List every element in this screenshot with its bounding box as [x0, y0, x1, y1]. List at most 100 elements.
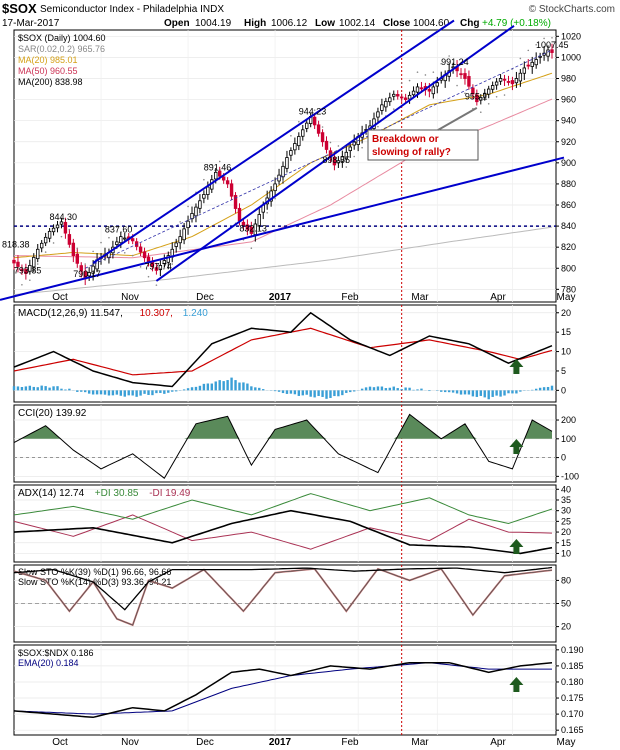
- candle-body: [158, 265, 163, 271]
- candle-body: [320, 132, 325, 143]
- macd-hist-bar: [76, 390, 79, 392]
- macd-hist-bar: [325, 390, 328, 399]
- y-tick-label: 0.190: [561, 645, 584, 655]
- y-tick-label: 10: [561, 347, 571, 357]
- candle-body: [419, 87, 424, 90]
- y-tick-label: 30: [561, 506, 571, 516]
- macd-hist-bar: [131, 390, 134, 396]
- y-tick-label: 5: [561, 366, 566, 376]
- macd-hist-bar: [230, 377, 233, 391]
- candle-body: [55, 224, 60, 229]
- macd-hist-bar: [143, 390, 146, 394]
- sar-dot: [131, 254, 134, 257]
- sar-dot: [392, 108, 395, 110]
- price-label: 793.85: [14, 266, 42, 276]
- legend-entry: +DI 30.85: [95, 488, 139, 499]
- y-tick-label: 200: [561, 415, 576, 425]
- sar-dot: [345, 166, 348, 168]
- upper-channel-line: [92, 19, 455, 264]
- macd-hist-bar: [289, 390, 293, 394]
- x-tick-label-bottom: Apr: [490, 737, 506, 748]
- sar-dot: [464, 92, 466, 95]
- macd-hist-bar: [321, 390, 324, 397]
- candle-body: [115, 241, 119, 245]
- up-arrow-icon: [509, 439, 524, 454]
- macd-hist-bar: [56, 386, 59, 391]
- sar-dot: [84, 263, 87, 265]
- macd-hist-bar: [317, 390, 320, 396]
- high-value: 1006.12: [271, 18, 308, 29]
- y-tick-label: 0: [561, 385, 566, 395]
- sar-dot: [519, 57, 522, 60]
- lower-channel-line: [155, 24, 515, 282]
- y-tick-label: 20: [561, 622, 571, 632]
- provider-logo: © StockCharts.com: [529, 4, 615, 15]
- sar-dot: [503, 94, 506, 96]
- sar-dot: [361, 146, 363, 149]
- macd-hist-bar: [467, 390, 471, 395]
- panel-stochastic: 20 50 80 Slow STO %K(39) %D(1) 96.66, 96.66…: [13, 564, 571, 643]
- sar-dot: [29, 279, 31, 282]
- up-arrow-icon: [509, 539, 524, 554]
- sar-dot: [147, 275, 150, 278]
- sar-dot: [266, 211, 268, 214]
- y-tick-label: 0.165: [561, 725, 584, 735]
- candle-body: [166, 255, 170, 263]
- legend-entry: EMA(20) 0.184: [18, 658, 79, 668]
- macd-hist-bar: [171, 390, 174, 392]
- macd-hist-bar: [495, 390, 498, 396]
- close-value: 1004.60: [413, 18, 450, 29]
- candle-body: [79, 265, 83, 272]
- price-label: 797.74: [144, 261, 172, 271]
- sar-dot: [60, 235, 63, 238]
- high-label: High: [244, 18, 266, 29]
- macd-hist-bar: [471, 390, 475, 397]
- macd-hist-bar: [345, 390, 348, 393]
- price-label: 837.60: [105, 225, 133, 235]
- minus-di-line: [13, 514, 553, 550]
- candle-body: [392, 93, 396, 97]
- macd-hist-bar: [68, 388, 71, 391]
- y-tick-label: 800: [561, 263, 576, 273]
- price-label: 944.23: [299, 106, 327, 116]
- x-tick-label-bottom: Feb: [341, 737, 359, 748]
- x-tick-label-bottom: May: [557, 737, 576, 748]
- candle-body: [174, 242, 178, 247]
- candle-body: [530, 61, 534, 67]
- candle-body: [138, 246, 143, 253]
- macd-hist-bar: [515, 390, 518, 394]
- panel-frame: [13, 304, 557, 403]
- candle-body: [194, 206, 198, 217]
- macd-hist-bar: [511, 390, 514, 394]
- candle-body: [162, 260, 167, 265]
- y-tick-label: 35: [561, 495, 571, 505]
- sar-dot: [139, 266, 142, 268]
- candle-body: [237, 207, 242, 222]
- candle-body: [483, 92, 487, 98]
- y-tick-label: 1000: [561, 52, 581, 62]
- macd-hist-bar: [333, 390, 336, 397]
- candle-body: [399, 96, 404, 99]
- candle-body: [218, 170, 222, 177]
- sto-short-line-inner: [13, 568, 553, 626]
- sar-dot: [543, 37, 545, 40]
- macd-hist-bar: [60, 388, 63, 391]
- macd-hist-bar: [163, 390, 166, 394]
- panel-frame: [13, 29, 557, 303]
- candle-body: [534, 59, 538, 66]
- ma200-line: [13, 226, 553, 296]
- macd-hist-bar: [147, 390, 150, 395]
- y-tick-label: 15: [561, 327, 571, 337]
- chart-panels: 7808008208408608809009209409609801000102…: [0, 19, 584, 748]
- macd-hist-bar: [64, 389, 67, 391]
- candle-body: [344, 151, 348, 160]
- macd-hist-bar: [44, 386, 47, 391]
- candle-body: [142, 251, 147, 259]
- candle-body: [20, 269, 24, 271]
- y-tick-label: 25: [561, 516, 571, 526]
- macd-hist-bar: [218, 380, 221, 391]
- macd-hist-bar: [380, 386, 384, 391]
- candle-body: [431, 86, 436, 95]
- sar-dot: [337, 145, 340, 147]
- candle-body: [75, 253, 79, 264]
